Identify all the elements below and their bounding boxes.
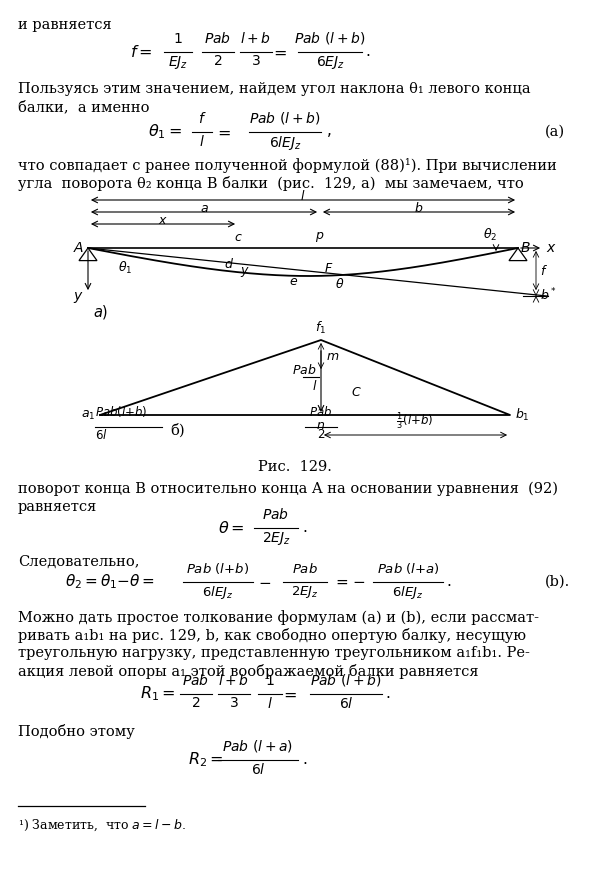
Text: $Pab$: $Pab$ xyxy=(292,562,318,576)
Text: $a)$: $a)$ xyxy=(93,303,109,321)
Text: $x$: $x$ xyxy=(546,241,557,255)
Text: $=\!-$: $=\!-$ xyxy=(333,575,365,589)
Text: $l$: $l$ xyxy=(199,134,205,149)
Text: $R_1=$: $R_1=$ xyxy=(140,685,176,703)
Text: $.\,$: $.\,$ xyxy=(302,753,307,767)
Text: $x$: $x$ xyxy=(158,213,168,227)
Text: $\theta_2$: $\theta_2$ xyxy=(483,227,497,243)
Text: $Pab\ (l+a)$: $Pab\ (l+a)$ xyxy=(222,738,294,754)
Text: $l$: $l$ xyxy=(267,696,273,711)
Text: $6lEJ_z$: $6lEJ_z$ xyxy=(268,134,301,152)
Text: $2$: $2$ xyxy=(214,54,222,68)
Text: $EJ_z$: $EJ_z$ xyxy=(168,54,188,71)
Text: $Pab\ (l{+}b)$: $Pab\ (l{+}b)$ xyxy=(186,561,250,576)
Text: $C$: $C$ xyxy=(351,385,362,399)
Text: $Pab\ (l{+}a)$: $Pab\ (l{+}a)$ xyxy=(376,561,440,576)
Text: $1$: $1$ xyxy=(173,32,183,46)
Text: $=$: $=$ xyxy=(270,44,286,61)
Text: $\frac{1}{3}(l{+}b)$: $\frac{1}{3}(l{+}b)$ xyxy=(396,410,434,432)
Text: $Pab(l{+}b)$: $Pab(l{+}b)$ xyxy=(95,404,148,419)
Text: Следовательно,: Следовательно, xyxy=(18,555,139,569)
Text: $f=$: $f=$ xyxy=(130,44,152,61)
Text: и равняется: и равняется xyxy=(18,18,112,32)
Text: Рис.  129.: Рис. 129. xyxy=(258,460,332,474)
Text: $Pab\ (l+b)$: $Pab\ (l+b)$ xyxy=(249,110,321,126)
Text: (b).: (b). xyxy=(545,575,571,589)
Text: $y$: $y$ xyxy=(240,265,250,280)
Text: $a$: $a$ xyxy=(199,202,208,214)
Text: $2$: $2$ xyxy=(191,696,201,710)
Text: $2EJ_z$: $2EJ_z$ xyxy=(291,584,319,600)
Text: $.\,$: $.\,$ xyxy=(385,687,390,701)
Text: $=$: $=$ xyxy=(280,685,296,702)
Text: $b^*$: $b^*$ xyxy=(540,286,557,303)
Text: $f_1$: $f_1$ xyxy=(316,320,327,336)
Text: $B$: $B$ xyxy=(520,241,530,255)
Text: $\theta_1$: $\theta_1$ xyxy=(118,260,132,276)
Text: $6EJ_z$: $6EJ_z$ xyxy=(316,54,345,71)
Text: $=$: $=$ xyxy=(214,124,231,141)
Text: Подобно этому: Подобно этому xyxy=(18,724,135,739)
Text: $F$: $F$ xyxy=(324,262,333,275)
Text: $Pab$: $Pab$ xyxy=(309,405,333,419)
Text: $Pab$: $Pab$ xyxy=(182,673,209,688)
Text: $m$: $m$ xyxy=(326,349,339,363)
Text: $f$: $f$ xyxy=(198,111,206,126)
Text: $p$: $p$ xyxy=(315,230,324,244)
Text: $2$: $2$ xyxy=(317,428,325,441)
Text: $A$: $A$ xyxy=(73,241,84,255)
Text: $6l$: $6l$ xyxy=(95,428,108,442)
Text: $Pab$: $Pab$ xyxy=(263,507,290,522)
Text: $,\,$: $,\,$ xyxy=(326,125,332,139)
Text: $Pab$: $Pab$ xyxy=(293,363,317,377)
Text: что совпадает с ранее полученной формулой (88)¹). При вычислении: что совпадает с ранее полученной формуло… xyxy=(18,158,557,173)
Text: $\theta$: $\theta$ xyxy=(335,277,345,291)
Text: $2EJ_z$: $2EJ_z$ xyxy=(261,530,290,547)
Text: угла  поворота θ₂ конца B балки  (рис.  129, a)  мы замечаем, что: угла поворота θ₂ конца B балки (рис. 129… xyxy=(18,176,524,191)
Text: $l$: $l$ xyxy=(312,379,317,393)
Text: $c$: $c$ xyxy=(234,231,242,244)
Text: поворот конца B относительно конца A на основании уравнения  (92): поворот конца B относительно конца A на … xyxy=(18,482,558,496)
Text: $e$: $e$ xyxy=(290,274,299,288)
Text: $Pab$: $Pab$ xyxy=(205,31,231,46)
Text: $l+b$: $l+b$ xyxy=(218,673,250,688)
Text: $b_1$: $b_1$ xyxy=(515,407,530,423)
Text: (a): (a) xyxy=(545,125,565,139)
Text: $f$: $f$ xyxy=(540,263,548,278)
Text: $.\,$: $.\,$ xyxy=(365,45,371,59)
Text: $y$: $y$ xyxy=(73,290,84,305)
Text: ривать a₁b₁ на рис. 129, b, как свободно опертую балку, несущую: ривать a₁b₁ на рис. 129, b, как свободно… xyxy=(18,628,526,643)
Text: $6l$: $6l$ xyxy=(251,762,266,777)
Text: $\theta_2{=}\theta_1{-}\theta{=}$: $\theta_2{=}\theta_1{-}\theta{=}$ xyxy=(65,573,155,591)
Text: $Pab\ (l+b)$: $Pab\ (l+b)$ xyxy=(310,672,382,688)
Text: $\theta=$: $\theta=$ xyxy=(218,520,245,537)
Text: Пользуясь этим значением, найдем угол наклона θ₁ левого конца: Пользуясь этим значением, найдем угол на… xyxy=(18,82,530,96)
Text: $3$: $3$ xyxy=(251,54,261,68)
Text: $6l$: $6l$ xyxy=(339,696,353,711)
Text: $1$: $1$ xyxy=(265,674,275,688)
Text: $3$: $3$ xyxy=(229,696,239,710)
Text: $.$: $.$ xyxy=(302,521,307,535)
Text: балки,  а именно: балки, а именно xyxy=(18,100,149,114)
Text: Можно дать простое толкование формулам (a) и (b), если рассмат-: Можно дать простое толкование формулам (… xyxy=(18,610,539,625)
Text: $Pab\ (l+b)$: $Pab\ (l+b)$ xyxy=(294,30,366,46)
Text: равняется: равняется xyxy=(18,500,97,514)
Text: $n$: $n$ xyxy=(316,419,326,432)
Text: $.\,$: $.\,$ xyxy=(446,575,451,589)
Text: ¹) Заметить,  что $a=l-b.$: ¹) Заметить, что $a=l-b.$ xyxy=(18,818,186,833)
Text: $d$: $d$ xyxy=(224,256,234,271)
Text: $\theta_1=$: $\theta_1=$ xyxy=(148,123,182,142)
Text: акция левой опоры a₁ этой воображаемой балки равняется: акция левой опоры a₁ этой воображаемой б… xyxy=(18,664,478,679)
Text: $R_2=$: $R_2=$ xyxy=(188,751,224,770)
Text: б): б) xyxy=(170,423,185,437)
Text: треугольную нагрузку, представленную треугольником a₁f₁b₁. Ре-: треугольную нагрузку, представленную тре… xyxy=(18,646,530,660)
Text: $6lEJ_z$: $6lEJ_z$ xyxy=(202,584,234,601)
Text: $a_1$: $a_1$ xyxy=(81,409,95,421)
Text: $l$: $l$ xyxy=(300,189,306,203)
Text: $l+b$: $l+b$ xyxy=(241,31,271,46)
Text: $-$: $-$ xyxy=(258,575,271,589)
Text: $6lEJ_z$: $6lEJ_z$ xyxy=(392,584,424,601)
Text: $b$: $b$ xyxy=(414,201,424,215)
